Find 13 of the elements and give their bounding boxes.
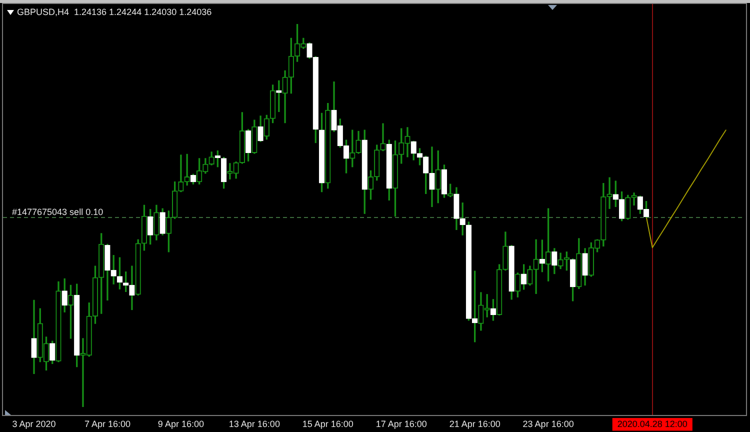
x-tick-label: 21 Apr 16:00: [449, 418, 500, 429]
x-tick-label: 13 Apr 16:00: [228, 418, 280, 429]
x-tick-label: 23 Apr 16:00: [522, 418, 574, 429]
candlestick: [533, 239, 539, 294]
x-tick-label: 3 Apr 2020: [12, 418, 56, 429]
ref-line-label: #1477675043 sell 0.10: [12, 207, 104, 217]
x-tick-label: 9 Apr 16:00: [158, 418, 204, 429]
x-tick-label: 2020.04.28 12:00: [617, 418, 688, 429]
candlestick: [631, 192, 637, 206]
x-tick-label: 15 Apr 16:00: [302, 418, 354, 429]
x-tick-label: 17 Apr 16:00: [376, 418, 427, 429]
chart-title: GBPUSD,H4 1.24136 1.24244 1.24030 1.24036: [17, 7, 212, 18]
x-tick-label: 7 Apr 16:00: [84, 418, 130, 429]
